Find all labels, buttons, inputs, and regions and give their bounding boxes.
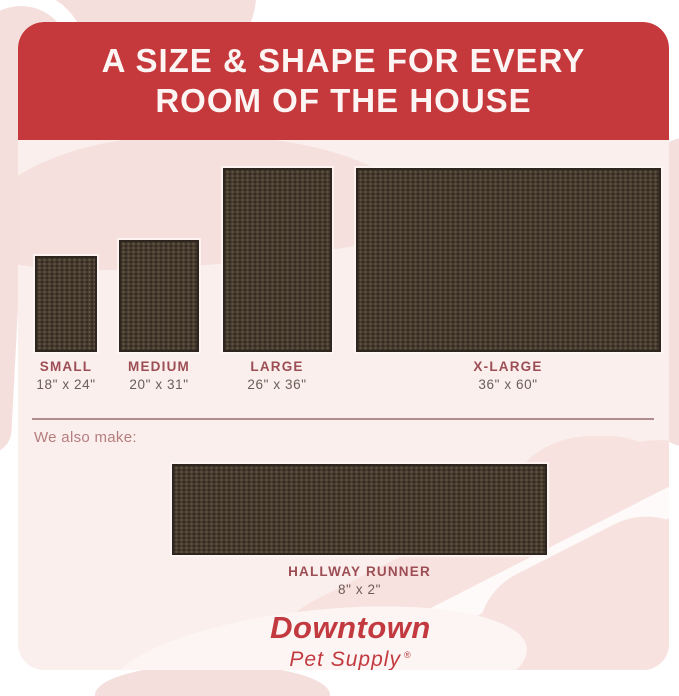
title-line-2: ROOM OF THE HOUSE <box>155 82 532 119</box>
header-banner: A SIZE & SHAPE FOR EVERY ROOM OF THE HOU… <box>18 22 669 140</box>
brand-logo: Downtown Pet Supply ® <box>18 610 669 671</box>
size-label-medium: MEDIUM 20" x 31" <box>89 358 229 394</box>
brand-tagline-text: Pet Supply <box>289 648 401 671</box>
content-card: A SIZE & SHAPE FOR EVERY ROOM OF THE HOU… <box>18 22 669 670</box>
title-line-1: A SIZE & SHAPE FOR EVERY <box>101 42 586 79</box>
size-dimensions: 20" x 31" <box>129 377 189 392</box>
mat-swatch-medium <box>119 240 199 352</box>
size-label-x-large: X-LARGE 36" x 60" <box>438 358 578 394</box>
also-make-text: We also make: <box>34 429 137 446</box>
registered-trademark-icon: ® <box>403 650 412 660</box>
mat-swatch-x-large <box>356 168 661 352</box>
size-dimensions: 18" x 24" <box>36 377 96 392</box>
mat-swatch-hallway-runner <box>172 464 547 555</box>
size-label-small: SMALL 18" x 24" <box>18 358 136 394</box>
brand-tagline: Pet Supply ® <box>289 644 412 671</box>
section-divider <box>32 418 654 420</box>
size-name: SMALL <box>39 359 93 374</box>
size-dimensions: 36" x 60" <box>478 377 538 392</box>
size-name: HALLWAY RUNNER <box>288 564 431 579</box>
size-name: MEDIUM <box>128 359 190 374</box>
mat-swatch-large <box>223 168 332 352</box>
size-name: X-LARGE <box>473 359 543 374</box>
size-label-large: LARGE 26" x 36" <box>207 358 347 394</box>
size-name: LARGE <box>250 359 304 374</box>
size-dimensions: 8" x 2" <box>337 582 382 597</box>
size-dimensions: 26" x 36" <box>247 377 307 392</box>
size-label-hallway-runner: HALLWAY RUNNER 8" x 2" <box>18 563 669 599</box>
mat-swatch-small <box>35 256 97 352</box>
page-title: A SIZE & SHAPE FOR EVERY ROOM OF THE HOU… <box>18 41 669 121</box>
brand-name: Downtown <box>270 610 431 645</box>
